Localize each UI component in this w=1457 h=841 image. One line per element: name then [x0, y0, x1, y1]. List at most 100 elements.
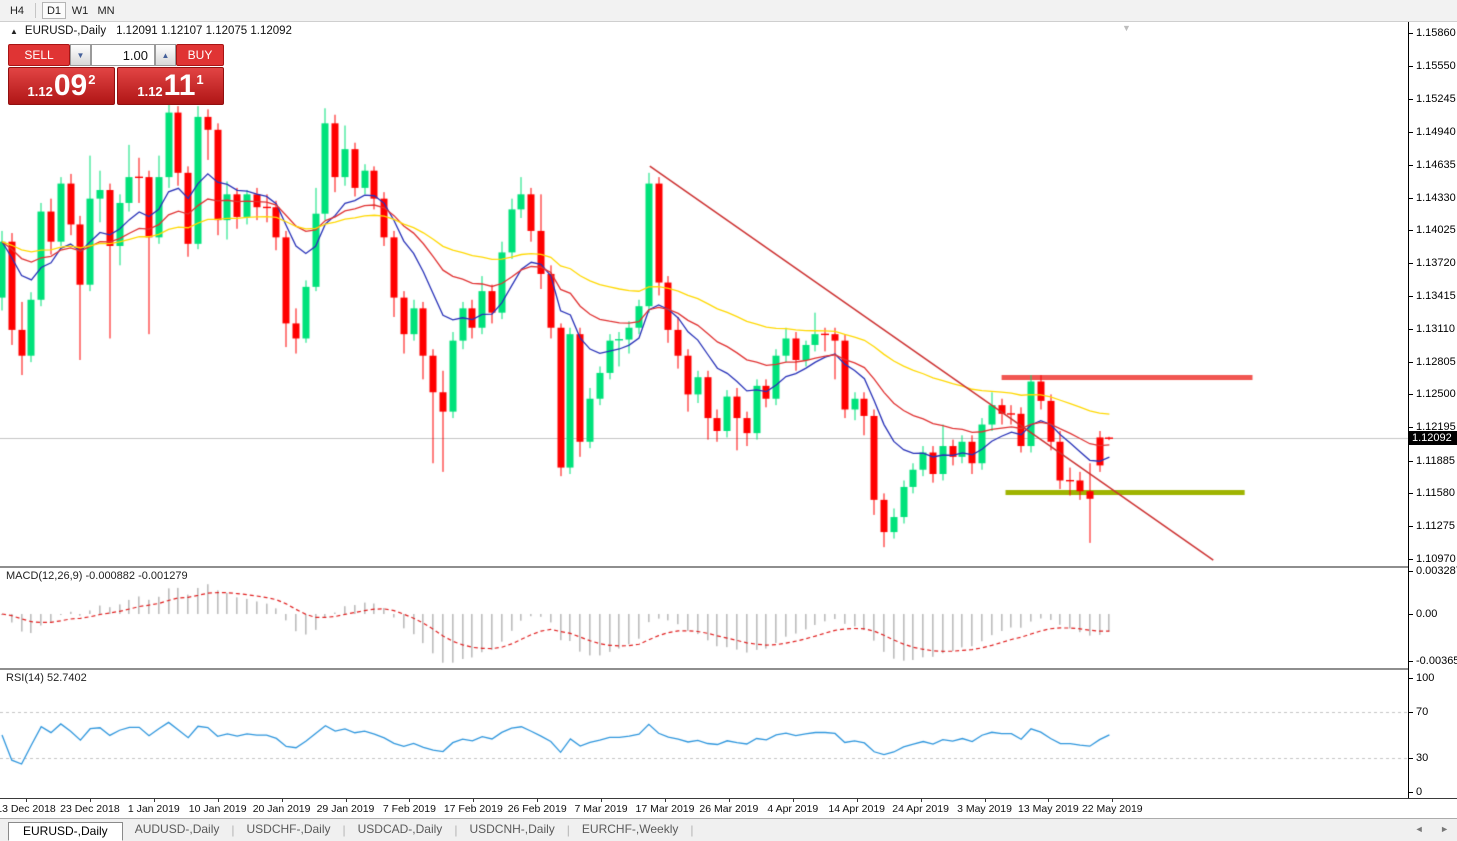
date-tick-mark [792, 799, 794, 802]
price-tick-mark [1409, 295, 1413, 297]
price-tick-mark [1409, 460, 1413, 462]
date-label: 4 Apr 2019 [767, 803, 819, 815]
volume-increase-button[interactable]: ▲ [155, 44, 176, 66]
buy-price-prefix: 1.12 [137, 83, 163, 99]
date-label: 10 Jan 2019 [188, 803, 247, 815]
date-label: 13 May 2019 [1018, 803, 1079, 815]
date-label: 7 Feb 2019 [382, 803, 436, 815]
price-tick-mark [1409, 263, 1413, 265]
tab-eurusd-daily[interactable]: EURUSD-,Daily [8, 821, 123, 841]
date-tick-mark [920, 799, 922, 802]
timeframe-button-w1[interactable]: W1 [71, 5, 89, 17]
date-tick-mark [409, 799, 411, 802]
tab-audusd-daily[interactable]: AUDUSD-,Daily [134, 821, 220, 836]
date-tick-mark [728, 799, 730, 802]
price-tick-mark [1409, 131, 1413, 133]
rsi-tick-label: 30 [1416, 751, 1429, 764]
price-tick-label: 1.12805 [1416, 355, 1456, 368]
price-tick-mark [1409, 230, 1413, 232]
price-tick-mark [1409, 197, 1413, 199]
sell-price-sup: 2 [88, 71, 96, 87]
price-tick-label: 1.13415 [1416, 289, 1456, 302]
date-axis[interactable]: 13 Dec 2018 23 Dec 2018 1 Jan 2019 10 Jan 2… [0, 798, 1457, 818]
date-tick-mark [1048, 799, 1050, 802]
price-tick-label: 1.10970 [1416, 553, 1456, 565]
macd-signal-value: -0.001279 [138, 570, 188, 582]
timeframe-toolbar: H4 D1 W1 MN [0, 0, 1457, 22]
timeframe-button-d1[interactable]: D1 [42, 2, 66, 19]
price-tick-label: 1.12195 [1416, 421, 1456, 434]
price-tick-mark [1409, 394, 1413, 396]
tab-usdcad-daily[interactable]: USDCAD-,Daily [357, 821, 443, 836]
date-tick-mark [153, 799, 155, 802]
tab-separator: | [342, 823, 346, 837]
price-tick-mark [1409, 99, 1413, 101]
macd-tick-mark [1409, 614, 1413, 615]
buy-button[interactable]: BUY [176, 44, 224, 66]
date-tick-mark [473, 799, 475, 802]
volume-decrease-button[interactable]: ▼ [70, 44, 91, 66]
price-axis[interactable]: 1.12092 1.15860 1.15550 1.15245 1.14940 1.14… [1408, 22, 1457, 798]
volume-input[interactable]: 1.00 [91, 44, 155, 66]
tab-eurchf-weekly[interactable]: EURCHF-,Weekly [581, 821, 679, 836]
price-tick-label: 1.13110 [1416, 322, 1455, 335]
macd-indicator-pane[interactable] [0, 568, 1408, 668]
pane-separator[interactable] [0, 566, 1457, 568]
macd-label: MACD(12,26,9) -0.000882 -0.001279 [6, 570, 188, 582]
macd-tick-label: 0.003287 [1416, 565, 1457, 578]
date-label: 26 Mar 2019 [699, 803, 759, 815]
macd-tick-label: -0.00365 [1416, 655, 1457, 668]
price-tick-label: 1.12500 [1416, 388, 1456, 401]
pane-separator[interactable] [0, 668, 1457, 670]
price-tick-mark [1409, 427, 1413, 429]
rsi-tick-label: 0 [1416, 786, 1423, 798]
date-label: 29 Jan 2019 [316, 803, 375, 815]
chart-shift-marker-icon[interactable]: ▼ [1122, 23, 1131, 33]
price-tick-mark [1409, 559, 1413, 560]
tab-usdchf-daily[interactable]: USDCHF-,Daily [246, 821, 331, 836]
date-label: 7 Mar 2019 [574, 803, 628, 815]
price-tick-label: 1.14330 [1416, 191, 1456, 204]
sell-button[interactable]: SELL [8, 44, 70, 66]
date-tick-mark [1112, 799, 1114, 802]
collapse-triangle-icon[interactable]: ▲ [10, 27, 18, 36]
tab-separator: | [690, 823, 694, 837]
price-tick-mark [1409, 493, 1413, 495]
rsi-tick-mark [1409, 792, 1413, 793]
sell-price-panel[interactable]: 1.12 09 2 [8, 67, 115, 105]
chart-tab-bar: EURUSD-,Daily AUDUSD-,Daily | USDCHF-,Daily… [0, 818, 1457, 841]
rsi-tick-label: 70 [1416, 706, 1429, 719]
buy-price-big: 11 [163, 69, 196, 102]
tab-scroll-right-icon[interactable]: ► [1440, 824, 1449, 834]
tab-usdcnh-daily[interactable]: USDCNH-,Daily [469, 821, 555, 836]
date-tick-mark [26, 799, 27, 802]
date-tick-mark [281, 799, 283, 802]
ohlc-values: 1.12091 1.12107 1.12075 1.12092 [116, 25, 292, 37]
macd-name: MACD(12,26,9) [6, 570, 83, 582]
rsi-tick-label: 100 [1416, 672, 1435, 684]
price-tick-label: 1.14025 [1416, 224, 1456, 237]
price-tick-mark [1409, 164, 1413, 166]
timeframe-button-mn[interactable]: MN [97, 5, 115, 17]
buy-price-panel[interactable]: 1.12 11 1 [117, 67, 224, 105]
price-tick-mark [1409, 66, 1413, 68]
rsi-tick-mark [1409, 757, 1413, 759]
chart-title: ▲ EURUSD-,Daily 1.12091 1.12107 1.12075 1.… [10, 25, 292, 37]
price-tick-label: 1.15245 [1416, 93, 1456, 106]
tab-separator: | [454, 823, 458, 837]
rsi-tick-mark [1409, 678, 1413, 679]
sell-price-prefix: 1.12 [27, 83, 53, 99]
tab-scroll-left-icon[interactable]: ◄ [1414, 824, 1424, 834]
rsi-tick-mark [1409, 712, 1413, 714]
timeframe-button-h4[interactable]: H4 [9, 5, 25, 17]
price-tick-mark [1409, 526, 1413, 528]
main-price-chart[interactable] [0, 22, 1408, 566]
tab-scroll-arrows: ◄ ► [1401, 824, 1449, 834]
price-tick-label: 1.14940 [1416, 125, 1456, 138]
price-tick-label: 1.11580 [1416, 487, 1455, 500]
rsi-indicator-pane[interactable] [0, 670, 1408, 798]
date-label: 22 May 2019 [1081, 803, 1143, 815]
tab-separator: | [231, 823, 235, 837]
price-tick-label: 1.15550 [1416, 60, 1456, 73]
macd-value: -0.000882 [85, 570, 136, 582]
